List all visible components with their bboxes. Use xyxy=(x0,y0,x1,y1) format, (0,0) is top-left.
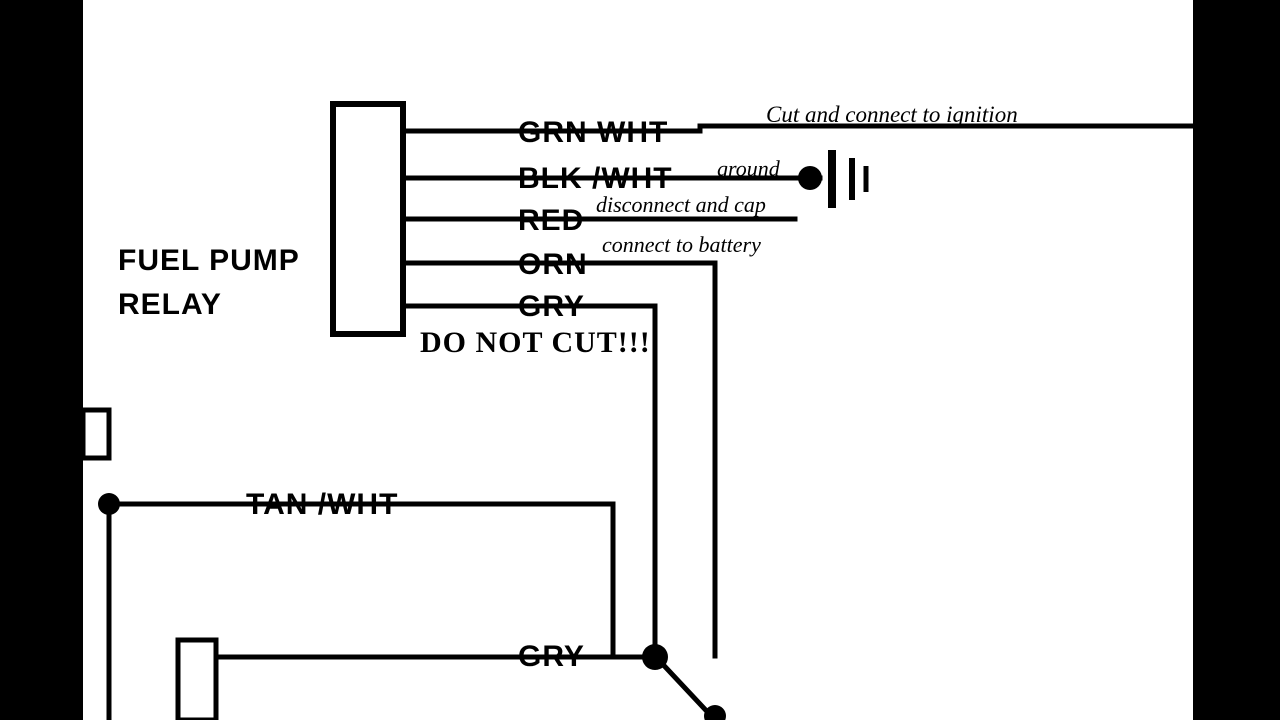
label-gry: GRY xyxy=(518,290,585,324)
note-battery: connect to battery xyxy=(602,232,761,258)
note-ground: ground xyxy=(717,156,780,182)
label-grn-wht: GRN WHT xyxy=(518,116,668,150)
label-blk-wht: BLK /WHT xyxy=(518,162,673,196)
note-disconnect: disconnect and cap xyxy=(596,192,766,218)
warning-do-not-cut: DO NOT CUT!!! xyxy=(420,326,651,360)
wiring-svg xyxy=(0,0,1280,720)
label-relay-line2: RELAY xyxy=(118,288,222,322)
label-red: RED xyxy=(518,204,584,238)
label-orn: ORN xyxy=(518,248,588,282)
note-cut-ignition: Cut and connect to ignition xyxy=(766,102,1018,128)
label-relay-line1: FUEL PUMP xyxy=(118,244,300,278)
label-tan-wht: TAN /WHT xyxy=(246,488,398,522)
label-gry-lower: GRY xyxy=(518,640,585,674)
